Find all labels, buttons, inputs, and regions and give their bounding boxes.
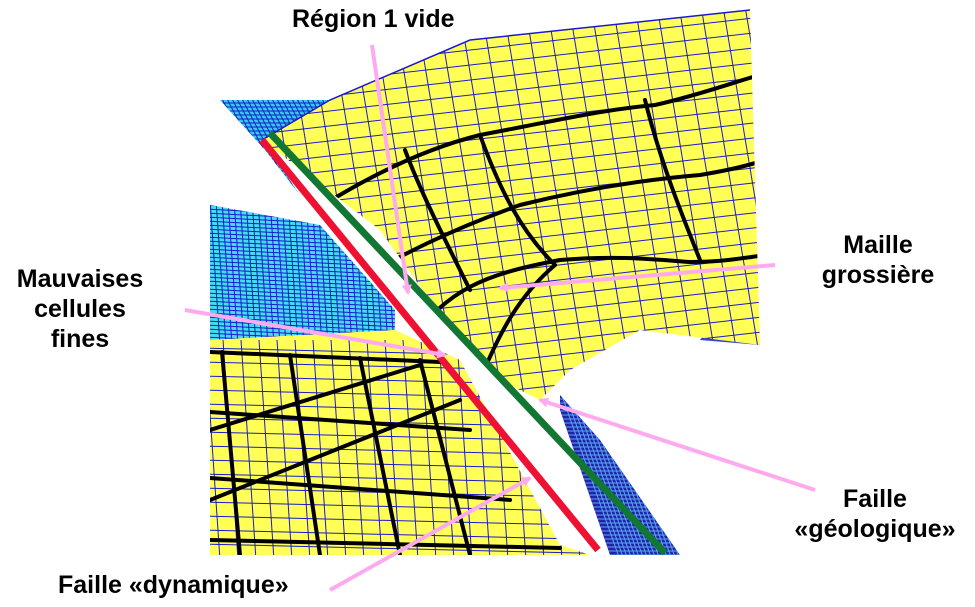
annotation-arrows — [184, 44, 816, 592]
label-line: grossière — [821, 261, 935, 289]
fault-dynamique-line — [259, 137, 601, 553]
label-line: cellules — [34, 295, 126, 323]
arrow-maille-grossiere — [498, 263, 776, 293]
label-line: Mauvaises — [16, 265, 144, 293]
fault-geologique-line — [267, 130, 668, 556]
label-line: Maille — [843, 231, 913, 259]
label-region-vide: Région 1 vide — [292, 5, 455, 33]
arrow-faille-geologique — [538, 397, 816, 492]
label-maille-grossiere: Maille grossière — [808, 230, 948, 290]
arrow-mauvaises-cellules — [184, 308, 447, 359]
label-faille-geologique: Faille «géologique» — [780, 484, 970, 544]
label-faille-dynamique: Faille «dynamique» — [58, 571, 289, 599]
arrow-faille-dynamique — [329, 476, 532, 592]
label-line: Faille — [843, 485, 907, 513]
coarse-mesh-lines — [298, 73, 760, 387]
arrow-region-vide — [370, 44, 412, 295]
label-line: «géologique» — [794, 515, 956, 543]
label-line: fines — [50, 325, 110, 353]
label-mauvaises-cellules: Mauvaises cellules fines — [0, 264, 160, 354]
